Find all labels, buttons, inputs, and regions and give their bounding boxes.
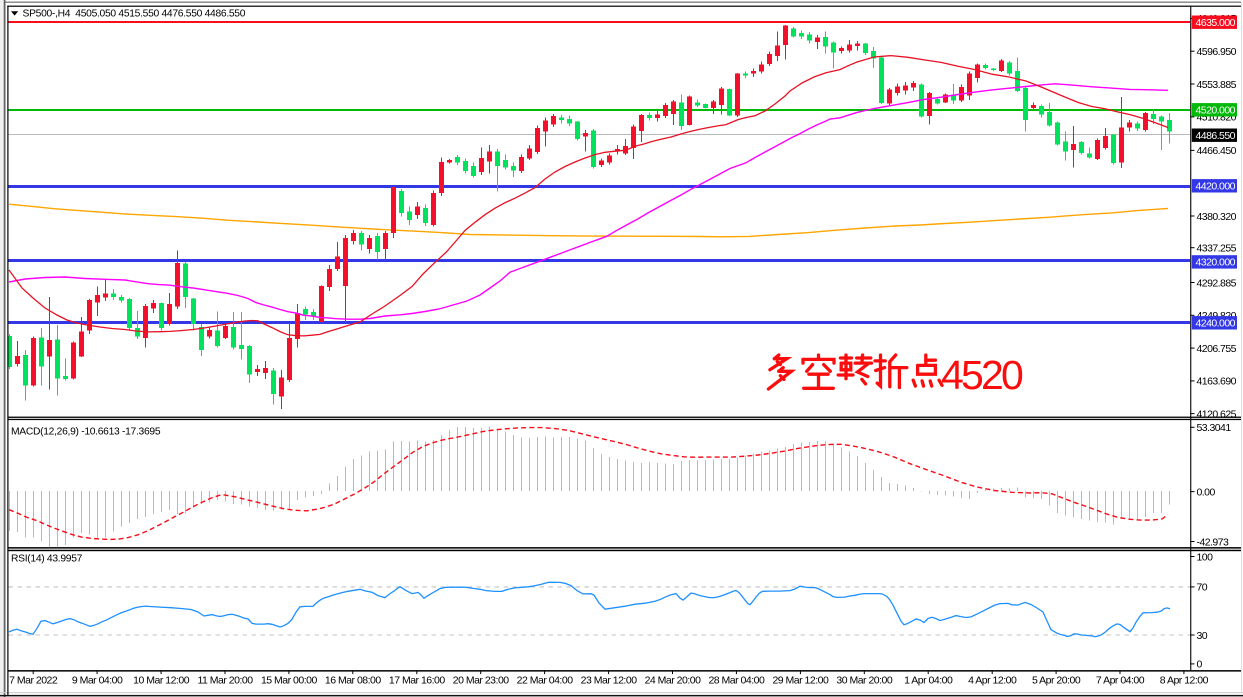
svg-text:22 Mar 04:00: 22 Mar 04:00 bbox=[517, 674, 574, 686]
svg-text:29 Mar 12:00: 29 Mar 12:00 bbox=[772, 674, 829, 686]
svg-text:23 Mar 12:00: 23 Mar 12:00 bbox=[581, 674, 638, 686]
svg-text:8 Apr 12:00: 8 Apr 12:00 bbox=[1160, 674, 1209, 686]
svg-text:7 Mar 2022: 7 Mar 2022 bbox=[9, 674, 58, 686]
svg-text:MACD(12,26,9) -10.6613 -17.369: MACD(12,26,9) -10.6613 -17.3695 bbox=[11, 427, 161, 438]
svg-text:0: 0 bbox=[1197, 659, 1203, 671]
svg-text:24 Mar 20:00: 24 Mar 20:00 bbox=[645, 674, 702, 686]
svg-text:4520.000: 4520.000 bbox=[1196, 105, 1236, 117]
svg-text:4 Apr 12:00: 4 Apr 12:00 bbox=[968, 674, 1017, 686]
svg-text:5 Apr 20:00: 5 Apr 20:00 bbox=[1032, 674, 1081, 686]
svg-text:SP500-,H4 4505.050 4515.550 4: SP500-,H4 4505.050 4515.550 4476.550 448… bbox=[23, 8, 246, 19]
svg-text:-42.973: -42.973 bbox=[1197, 536, 1229, 548]
svg-text:RSI(14) 43.9957: RSI(14) 43.9957 bbox=[11, 554, 83, 565]
svg-text:11 Mar 20:00: 11 Mar 20:00 bbox=[197, 674, 253, 686]
svg-text:30: 30 bbox=[1197, 630, 1208, 642]
svg-text:7 Apr 04:00: 7 Apr 04:00 bbox=[1096, 674, 1145, 686]
svg-text:100: 100 bbox=[1197, 551, 1214, 563]
svg-text:4337.255: 4337.255 bbox=[1197, 243, 1237, 255]
svg-text:10 Mar 12:00: 10 Mar 12:00 bbox=[133, 674, 190, 686]
svg-text:30 Mar 20:00: 30 Mar 20:00 bbox=[836, 674, 893, 686]
svg-text:4206.755: 4206.755 bbox=[1197, 343, 1237, 355]
svg-text:20 Mar 23:00: 20 Mar 23:00 bbox=[453, 674, 510, 686]
svg-text:4420.000: 4420.000 bbox=[1196, 181, 1236, 193]
svg-text:4596.950: 4596.950 bbox=[1197, 46, 1237, 58]
svg-text:4240.000: 4240.000 bbox=[1196, 318, 1236, 330]
svg-text:4466.450: 4466.450 bbox=[1197, 145, 1237, 157]
svg-text:4553.885: 4553.885 bbox=[1197, 79, 1237, 91]
svg-text:28 Mar 04:00: 28 Mar 04:00 bbox=[708, 674, 765, 686]
svg-text:16 Mar 08:00: 16 Mar 08:00 bbox=[325, 674, 382, 686]
svg-text:4120.625: 4120.625 bbox=[1197, 408, 1237, 420]
svg-text:1 Apr 04:00: 1 Apr 04:00 bbox=[904, 674, 953, 686]
svg-text:15 Mar 00:00: 15 Mar 00:00 bbox=[261, 674, 318, 686]
svg-text:4635.000: 4635.000 bbox=[1196, 17, 1236, 29]
svg-text:4486.550: 4486.550 bbox=[1196, 130, 1236, 142]
svg-text:17 Mar 16:00: 17 Mar 16:00 bbox=[389, 674, 446, 686]
svg-text:4320.000: 4320.000 bbox=[1196, 257, 1236, 269]
svg-text:4163.690: 4163.690 bbox=[1197, 376, 1237, 388]
svg-text:70: 70 bbox=[1197, 582, 1208, 594]
svg-text:4380.320: 4380.320 bbox=[1197, 211, 1237, 223]
svg-text:9 Mar 04:00: 9 Mar 04:00 bbox=[72, 674, 123, 686]
svg-text:4520: 4520 bbox=[941, 352, 1023, 398]
svg-text:0.00: 0.00 bbox=[1197, 486, 1216, 498]
svg-text:4292.885: 4292.885 bbox=[1197, 277, 1237, 289]
svg-text:53.3041: 53.3041 bbox=[1197, 422, 1232, 434]
